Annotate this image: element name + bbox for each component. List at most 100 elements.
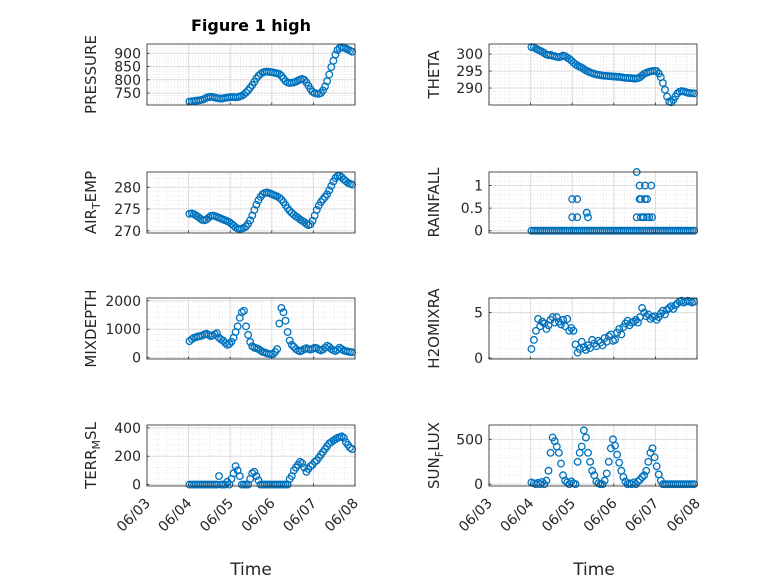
data-point [667, 98, 676, 107]
data-point [273, 345, 282, 354]
y-tick-label: 1 [474, 179, 483, 195]
x-tick-label: 06/05 [197, 496, 237, 536]
y-tick-label: 275 [114, 202, 141, 218]
data-point [638, 473, 647, 481]
x-axis-label-right: Time [572, 560, 615, 580]
axes-box [488, 43, 698, 106]
y-tick-label: 500 [456, 432, 483, 448]
data-point [563, 314, 572, 323]
y-tick-label: 750 [114, 86, 141, 102]
data-point [615, 458, 624, 467]
y-axis-label: TERRMSL [82, 421, 103, 490]
data-point [639, 213, 648, 222]
data-point [542, 476, 551, 485]
data-point [604, 332, 613, 341]
y-tick-label: 0 [474, 477, 483, 493]
data-point [569, 326, 578, 335]
data-point [275, 319, 284, 328]
y-tick-label: 295 [456, 64, 483, 80]
data-point [219, 336, 228, 345]
y-tick-label: 900 [114, 46, 141, 62]
data-point [557, 320, 565, 329]
data-point [252, 472, 261, 481]
axes-box [488, 171, 698, 234]
data-point [337, 173, 346, 182]
data-point [573, 457, 582, 466]
figure-title: Figure 1 high [191, 16, 311, 35]
y-tick-label: 270 [114, 224, 141, 240]
data-point [663, 92, 671, 101]
data-point [275, 193, 284, 202]
data-point [239, 90, 248, 99]
data-point [584, 448, 592, 457]
data-point [237, 308, 246, 317]
data-point [617, 330, 626, 339]
data-point [579, 426, 588, 435]
data-point [648, 213, 657, 222]
data-point [244, 330, 253, 339]
y-axis-label: H2OMIXRA [425, 288, 443, 369]
data-point [557, 459, 565, 468]
data-point [277, 303, 286, 312]
data-point [642, 466, 651, 475]
data-point [527, 345, 536, 353]
x-tick-label: 06/08 [322, 496, 362, 536]
y-tick-label: 0 [132, 478, 141, 494]
data-point [582, 208, 591, 217]
y-axis-label: AIRTEMP [82, 171, 103, 234]
data-point [629, 317, 638, 326]
data-point [323, 190, 332, 199]
y-tick-label: 300 [456, 47, 483, 63]
y-axis-label: MIXDEPTH [82, 289, 100, 367]
y-tick-label: 2000 [105, 294, 141, 310]
subplot-5: 0 1000 2000 MIXDEPTH [82, 289, 357, 368]
data-point [611, 335, 619, 344]
data-point [325, 186, 334, 195]
x-tick-label: 06/08 [664, 496, 704, 536]
data-point [627, 480, 636, 489]
data-point [546, 448, 555, 457]
y-tick-label: 280 [114, 180, 141, 196]
y-tick-label: 0.5 [461, 201, 483, 217]
data-point [588, 466, 597, 475]
data-point [252, 200, 261, 209]
x-tick-label: 06/03 [114, 496, 154, 536]
data-point [584, 213, 592, 222]
data-point [250, 467, 259, 476]
data-point [544, 466, 553, 475]
data-point [638, 304, 647, 312]
data-point [231, 462, 240, 471]
x-tick-label: 06/04 [498, 495, 538, 535]
data-point [298, 459, 307, 468]
data-point [215, 472, 223, 481]
x-tick-label: 06/07 [280, 496, 320, 536]
y-tick-label: 850 [114, 60, 141, 76]
subplot-7: 0 200 400 06/03 06/04 06/05 06/06 06/07 06/08 TER… [82, 421, 362, 536]
y-tick-label: 1000 [105, 322, 141, 338]
data-point [235, 472, 244, 481]
data-point [577, 442, 586, 451]
y-tick-label: 200 [114, 449, 141, 465]
data-point [600, 476, 609, 485]
axes-box [488, 424, 698, 487]
data-point [536, 480, 545, 489]
data-point [325, 70, 334, 79]
data-point [646, 448, 655, 457]
data-point [306, 462, 315, 471]
data-point [604, 457, 613, 466]
axes-box [146, 297, 356, 360]
data-point [532, 326, 540, 335]
data-point [640, 471, 649, 480]
data-point [571, 340, 580, 349]
x-axis-label-left: Time [229, 560, 272, 580]
data-point [246, 216, 255, 225]
data-point [573, 213, 582, 222]
data-point [633, 477, 642, 486]
data-point [279, 308, 288, 317]
y-axis-label: PRESSURE [82, 35, 100, 114]
data-point [647, 181, 656, 190]
axes-box [146, 171, 356, 234]
data-point [256, 346, 265, 355]
